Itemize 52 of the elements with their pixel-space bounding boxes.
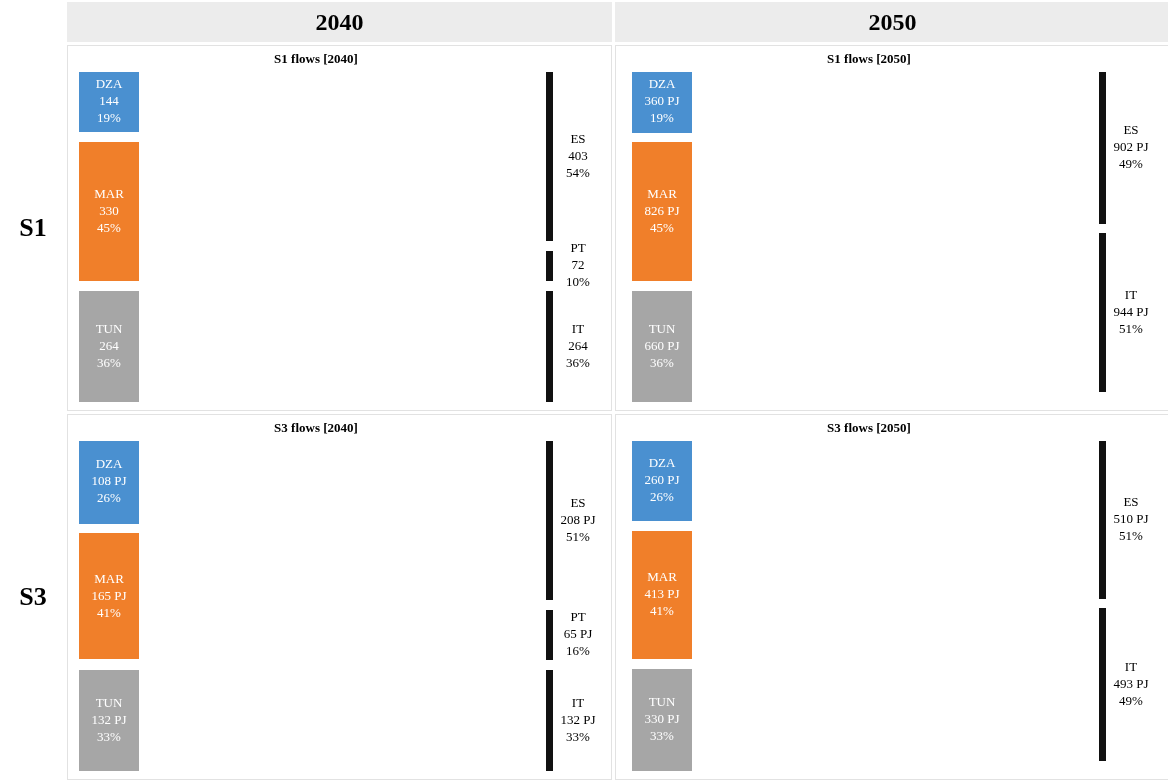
text: S3 — [18, 581, 48, 613]
data-label: 944 PJ 51% — [1112, 304, 1149, 337]
data-label: 165 PJ 41% — [90, 588, 127, 621]
category-label: PT — [569, 609, 586, 625]
category-label: TUN — [95, 694, 123, 710]
category-label: ES — [1122, 121, 1139, 137]
category-label: DZA — [95, 76, 123, 92]
data-label: 403 54% — [565, 147, 590, 180]
data-label: 413 PJ 41% — [643, 586, 680, 619]
category-label: TUN — [95, 320, 123, 336]
data-label: 330 45% — [96, 202, 121, 235]
category-label: TUN — [648, 694, 676, 710]
data-label: 360 PJ 19% — [643, 93, 680, 126]
category-label: MAR — [646, 186, 677, 201]
category-label: IT — [1124, 287, 1137, 303]
data-label: 510 PJ 51% — [1112, 510, 1149, 543]
text: 2050 — [615, 2, 1168, 42]
text: S3 flows [2050] — [826, 420, 911, 436]
data-label: 330 PJ 33% — [643, 711, 680, 744]
data-label: 65 PJ 16% — [563, 626, 592, 659]
text: S3 flows [2040] — [273, 420, 358, 436]
text: S1 flows [2050] — [826, 51, 911, 67]
category-label: ES — [569, 130, 586, 146]
data-label: 264 36% — [565, 337, 590, 370]
data-label: 264 36% — [96, 337, 121, 370]
category-label: IT — [1124, 659, 1137, 675]
category-label: MAR — [93, 571, 124, 587]
data-label: 72 10% — [565, 257, 590, 290]
category-label: IT — [571, 694, 584, 710]
category-label: PT — [569, 240, 586, 256]
category-label: ES — [1122, 493, 1139, 509]
text: S1 — [18, 212, 48, 244]
data-label: 132 PJ 33% — [90, 711, 127, 744]
category-label: DZA — [648, 455, 676, 471]
data-label: 660 PJ 36% — [643, 337, 680, 370]
text: 2040 — [67, 2, 612, 42]
category-label: MAR — [93, 185, 124, 201]
category-label: TUN — [648, 320, 676, 336]
data-label: 144 19% — [96, 93, 121, 126]
category-label: DZA — [648, 76, 676, 92]
data-label: 108 PJ 26% — [90, 473, 127, 506]
category-label: IT — [571, 320, 584, 336]
data-label: 208 PJ 51% — [559, 511, 596, 544]
data-label: 493 PJ 49% — [1112, 676, 1149, 709]
data-label: 902 PJ 49% — [1112, 138, 1149, 171]
data-label: 260 PJ 26% — [643, 472, 680, 505]
data-label: 826 PJ 45% — [643, 203, 680, 235]
category-label: MAR — [646, 569, 677, 585]
data-label: 132 PJ 33% — [559, 711, 596, 744]
category-label: DZA — [95, 456, 123, 472]
text: S1 flows [2040] — [273, 51, 358, 67]
category-label: ES — [569, 494, 586, 510]
